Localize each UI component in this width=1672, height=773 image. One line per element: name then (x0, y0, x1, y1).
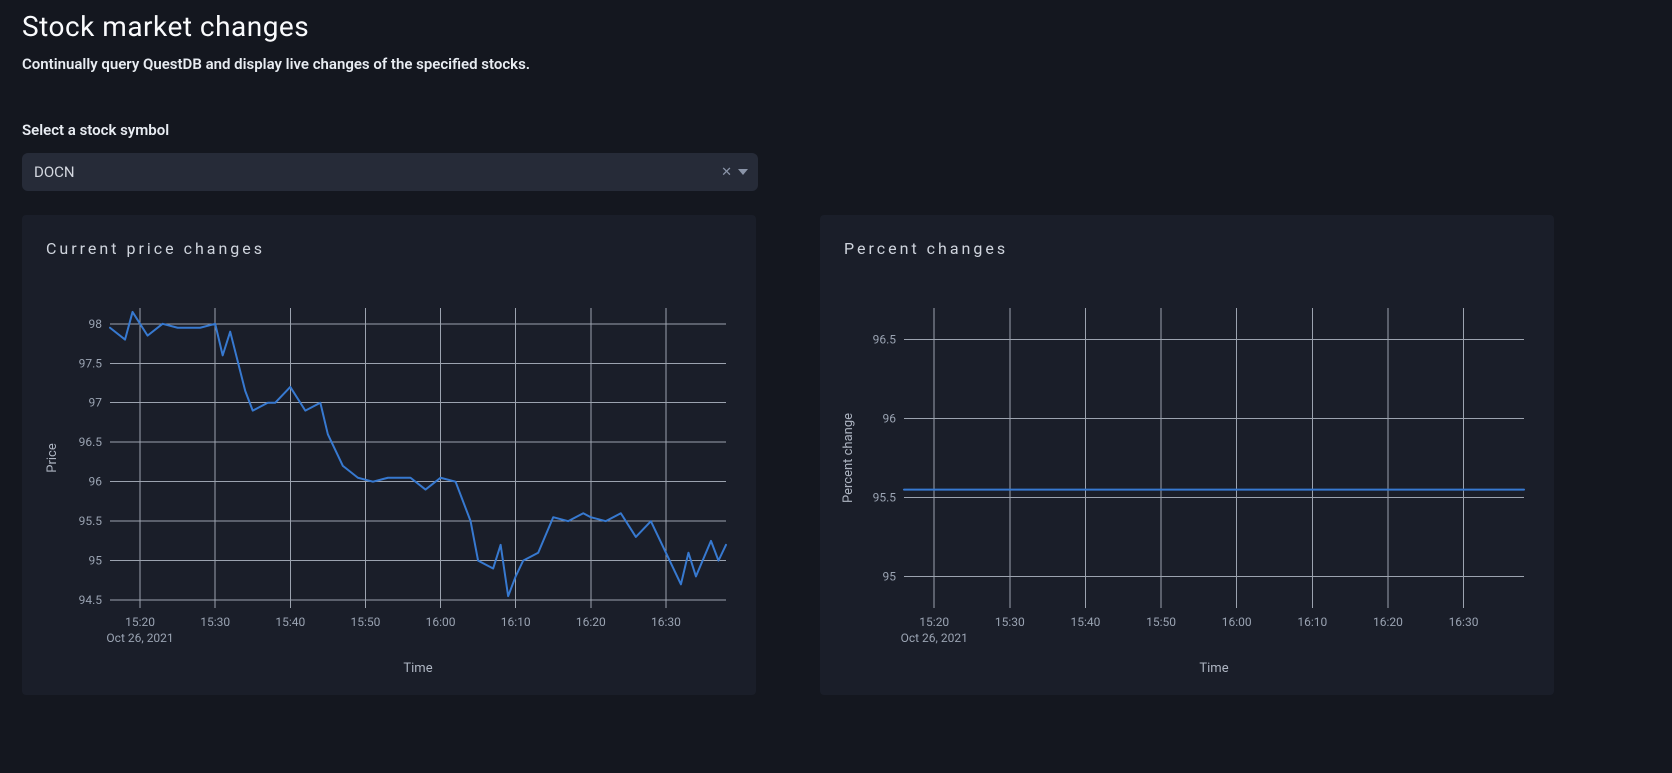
percent-chart-area: 95 95.5 96 96.5 15:20 15:30 15:40 15:50 16:00 16:… (840, 288, 1534, 682)
svg-text:16:00: 16:00 (1222, 615, 1252, 629)
svg-text:97: 97 (89, 396, 103, 410)
svg-text:97.5: 97.5 (79, 356, 103, 370)
svg-text:16:20: 16:20 (576, 615, 606, 629)
svg-text:94.5: 94.5 (79, 593, 103, 607)
percent-chart-title: Percent changes (844, 239, 1534, 258)
svg-text:Time: Time (1199, 661, 1228, 676)
svg-text:15:40: 15:40 (275, 615, 305, 629)
svg-text:98: 98 (89, 317, 103, 331)
clear-icon[interactable]: ✕ (721, 166, 732, 179)
svg-text:Time: Time (403, 661, 432, 676)
svg-text:16:00: 16:00 (426, 615, 456, 629)
percent-chart-svg[interactable]: 95 95.5 96 96.5 15:20 15:30 15:40 15:50 16:00 16:… (840, 288, 1534, 678)
svg-text:96: 96 (883, 412, 897, 426)
svg-text:15:50: 15:50 (1146, 615, 1176, 629)
chevron-down-icon[interactable] (738, 169, 748, 175)
svg-text:Oct 26, 2021: Oct 26, 2021 (901, 631, 968, 645)
svg-text:95: 95 (883, 569, 897, 583)
svg-text:96.5: 96.5 (79, 435, 103, 449)
stock-select-value: DOCN (34, 163, 721, 181)
price-chart-title: Current price changes (46, 239, 736, 258)
price-chart-svg[interactable]: 94.5 95 95.5 96 96.5 97 97.5 98 15:20 15:30 15:40 1… (42, 288, 736, 678)
svg-text:96.5: 96.5 (873, 333, 897, 347)
stock-select[interactable]: DOCN ✕ (22, 153, 758, 191)
page-root: Stock market changes Continually query Q… (0, 0, 1672, 695)
svg-text:16:30: 16:30 (651, 615, 681, 629)
price-chart-area: 94.5 95 95.5 96 96.5 97 97.5 98 15:20 15:30 15:40 1… (42, 288, 736, 682)
svg-text:15:40: 15:40 (1071, 615, 1101, 629)
svg-text:15:20: 15:20 (125, 615, 155, 629)
svg-text:16:20: 16:20 (1373, 615, 1403, 629)
charts-row: Current price changes 94.5 95 95.5 96 96.5 97… (22, 215, 1650, 695)
page-subtitle: Continually query QuestDB and display li… (22, 55, 1650, 73)
svg-text:Price: Price (45, 443, 60, 473)
stock-select-label: Select a stock symbol (22, 121, 1650, 139)
page-title: Stock market changes (22, 10, 1650, 43)
svg-text:15:30: 15:30 (200, 615, 230, 629)
svg-text:16:10: 16:10 (501, 615, 531, 629)
svg-text:15:20: 15:20 (919, 615, 949, 629)
svg-text:15:30: 15:30 (995, 615, 1025, 629)
svg-text:15:50: 15:50 (350, 615, 380, 629)
svg-text:95: 95 (89, 554, 103, 568)
svg-text:95.5: 95.5 (79, 514, 103, 528)
svg-text:95.5: 95.5 (873, 490, 897, 504)
percent-chart-card: Percent changes 95 95.5 96 96.5 15:20 15:30 15… (820, 215, 1554, 695)
svg-text:Percent change: Percent change (841, 413, 856, 503)
price-chart-card: Current price changes 94.5 95 95.5 96 96.5 97… (22, 215, 756, 695)
svg-text:96: 96 (89, 475, 103, 489)
svg-text:16:10: 16:10 (1297, 615, 1327, 629)
svg-text:16:30: 16:30 (1449, 615, 1479, 629)
svg-text:Oct 26, 2021: Oct 26, 2021 (106, 631, 173, 645)
